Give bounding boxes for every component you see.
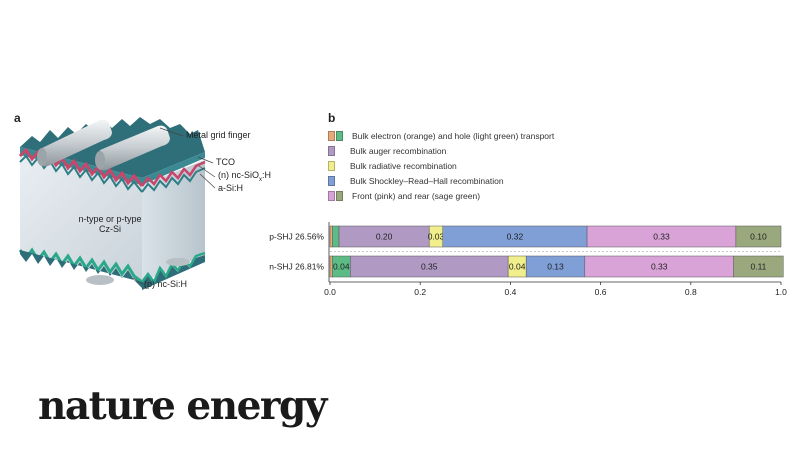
bar-value-label: 0.32 xyxy=(507,232,524,242)
bar-segment-rear xyxy=(735,225,782,248)
bar-value-label: 0.33 xyxy=(651,262,668,272)
bar-value-label: 0.35 xyxy=(421,262,438,272)
legend-swatch xyxy=(328,131,335,141)
x-tick-label: 0.4 xyxy=(504,287,516,297)
panel-b-label: b xyxy=(328,111,336,125)
callout-metal-grid: Metal grid finger xyxy=(186,130,251,140)
legend-item-front-rear: Front (pink) and rear (sage green) xyxy=(328,191,480,201)
legend-swatch xyxy=(336,131,343,141)
legend-swatch xyxy=(328,191,335,201)
callout-a-si: a-Si:H xyxy=(218,183,244,193)
x-tick-label: 0.6 xyxy=(595,287,607,297)
bar-value-label: 0.11 xyxy=(750,262,766,272)
x-tick-label: 0.2 xyxy=(414,287,426,297)
legend-item-radiative: Bulk radiative recombination xyxy=(328,161,457,171)
journal-brand: nature energy xyxy=(38,383,327,429)
x-tick-label: 0.0 xyxy=(324,287,336,297)
legend-item-transport: Bulk electron (orange) and hole (light g… xyxy=(328,131,554,141)
bar-segment-electron xyxy=(329,255,333,278)
bar-segment-electron xyxy=(329,225,333,248)
bar-segment-rear xyxy=(733,255,784,278)
callout-tco: TCO xyxy=(216,157,235,167)
legend-item-srh: Bulk Shockley–Read–Hall recombination xyxy=(328,176,504,186)
bar-value-label: 0.13 xyxy=(547,262,564,272)
bar-category-label: n-SHJ 26.81% xyxy=(269,262,324,272)
bar-value-label: 0.20 xyxy=(376,232,393,242)
bar-value-label: 0.10 xyxy=(750,232,767,242)
legend-item-auger: Bulk auger recombination xyxy=(328,146,446,156)
bar-value-label: 0.04 xyxy=(333,262,350,272)
bar-category-label: p-SHJ 26.56% xyxy=(269,232,324,242)
legend-swatch xyxy=(328,146,335,156)
bar-value-label: 0.04 xyxy=(509,262,526,272)
x-tick-label: 1.0 xyxy=(775,287,787,297)
bar-segment-hole xyxy=(332,225,340,248)
panel-a-label: a xyxy=(14,111,21,125)
callout-wafer: n-type or p-type Cz-Si xyxy=(78,214,142,234)
legend-swatch xyxy=(328,161,335,171)
legend-swatch xyxy=(336,191,343,201)
bar-value-label: 0.03 xyxy=(428,232,445,242)
x-tick-label: 0.8 xyxy=(685,287,697,297)
bar-value-label: 0.33 xyxy=(653,232,670,242)
callout-n-layer: (n) nc-SiOx:H xyxy=(218,170,272,183)
legend-swatch xyxy=(328,176,335,186)
callout-p-layer: (p) nc-Si:H xyxy=(144,279,188,289)
